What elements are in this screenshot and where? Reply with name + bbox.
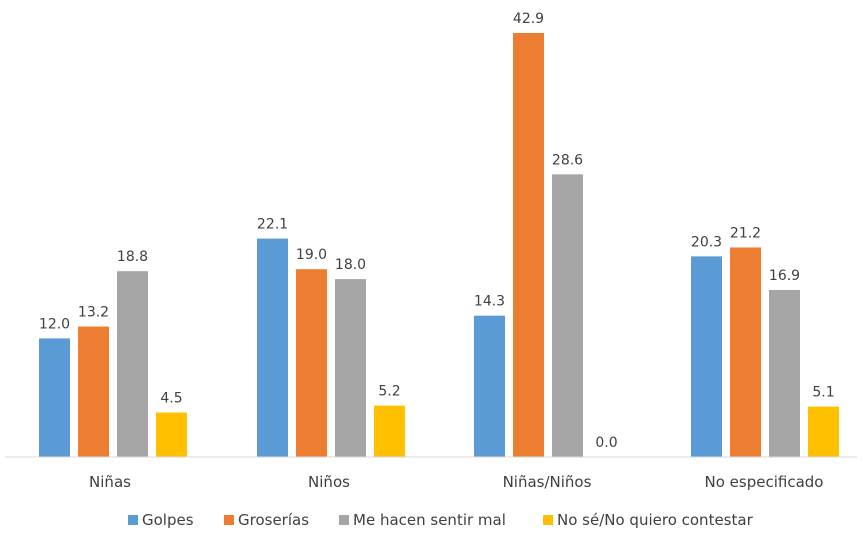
bar-no-se-no-quiero-contestar-no-especificado [808,406,839,457]
legend-label-me-hacen-sentir-mal: Me hacen sentir mal [353,511,506,529]
value-label-me-hacen-sentir-mal-ninos: 18.0 [335,257,366,273]
bar-no-se-no-quiero-contestar-ninas [156,412,187,457]
value-label-no-se-no-quiero-contestar-ninas: 4.5 [160,391,182,407]
legend-swatch-me-hacen-sentir-mal [339,515,349,525]
category-label-ninos: Niños [308,473,350,491]
legend-swatch-golpes [128,515,138,525]
value-label-groserias-ninos: 19.0 [296,247,327,263]
bar-golpes-ninas [39,338,70,457]
bar-no-se-no-quiero-contestar-ninos [374,405,405,457]
legend-label-no-se-no-quiero-contestar: No sé/No quiero contestar [557,511,754,529]
bar-me-hacen-sentir-mal-ninas-ninos [552,174,583,458]
bar-groserias-no-especificado [730,247,761,457]
value-label-no-se-no-quiero-contestar-no-especificado: 5.1 [812,385,834,401]
bar-me-hacen-sentir-mal-no-especificado [769,289,800,457]
value-label-me-hacen-sentir-mal-no-especificado: 16.9 [769,268,800,284]
legend: Golpes Groserías Me hacen sentir mal No sé/… [128,511,754,529]
value-label-golpes-ninas: 12.0 [39,316,70,332]
bar-golpes-ninas-ninos [474,315,505,457]
value-label-groserias-ninas-ninos: 42.9 [513,11,544,27]
value-label-me-hacen-sentir-mal-ninas-ninos: 28.6 [552,152,583,168]
bar-groserias-ninas-ninos [513,33,544,457]
bars-layer [39,33,839,458]
bar-me-hacen-sentir-mal-ninas [117,271,148,457]
value-label-groserias-ninas: 13.2 [78,305,109,321]
legend-item-me-hacen-sentir-mal: Me hacen sentir mal [339,511,506,529]
category-label-no-especificado: No especificado [705,473,824,491]
bar-groserias-ninas [78,326,109,457]
value-label-no-se-no-quiero-contestar-ninas-ninos: 0.0 [595,435,617,451]
bar-golpes-no-especificado [691,256,722,457]
bar-groserias-ninos [296,269,327,457]
legend-item-golpes: Golpes [128,511,194,529]
category-label-ninas-ninos: Niñas/Niños [503,473,592,491]
value-label-me-hacen-sentir-mal-ninas: 18.8 [117,249,148,265]
bar-golpes-ninos [257,238,288,457]
legend-item-groserias: Groserías [224,511,309,529]
category-labels-layer: Niñas Niños Niñas/Niños No especificado [89,473,823,491]
legend-swatch-no-se-no-quiero-contestar [543,515,553,525]
bar-me-hacen-sentir-mal-ninos [335,279,366,457]
value-label-groserias-no-especificado: 21.2 [730,225,761,241]
legend-label-groserias: Groserías [238,511,309,529]
value-label-golpes-no-especificado: 20.3 [691,234,722,250]
value-label-no-se-no-quiero-contestar-ninos: 5.2 [378,384,400,400]
category-label-ninas: Niñas [89,473,131,491]
value-labels-layer: 12.0 22.1 14.3 20.3 13.2 19.0 42.9 21.2 18.8 18.0… [39,11,835,451]
legend-label-golpes: Golpes [142,511,194,529]
value-label-golpes-ninas-ninos: 14.3 [474,294,505,310]
value-label-golpes-ninos: 22.1 [257,217,288,233]
legend-swatch-groserias [224,515,234,525]
legend-item-no-se-no-quiero-contestar: No sé/No quiero contestar [543,511,754,529]
